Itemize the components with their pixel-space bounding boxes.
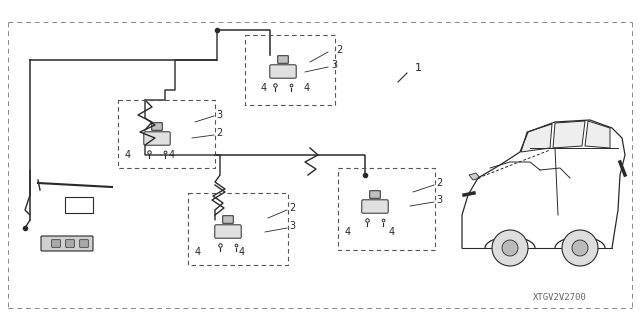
Circle shape (572, 240, 588, 256)
FancyBboxPatch shape (144, 132, 170, 145)
FancyBboxPatch shape (215, 225, 241, 238)
FancyBboxPatch shape (80, 240, 88, 247)
Text: 4: 4 (169, 150, 175, 160)
Polygon shape (469, 173, 480, 180)
FancyBboxPatch shape (52, 240, 60, 247)
Text: 4: 4 (125, 150, 131, 160)
Text: 4: 4 (345, 227, 351, 237)
Text: 4: 4 (195, 247, 201, 257)
Text: 1: 1 (415, 63, 422, 73)
FancyBboxPatch shape (270, 65, 296, 78)
Circle shape (492, 230, 528, 266)
Polygon shape (521, 124, 552, 152)
Text: 3: 3 (331, 60, 337, 70)
Text: 3: 3 (216, 110, 222, 120)
Circle shape (502, 240, 518, 256)
Text: 3: 3 (289, 221, 295, 231)
FancyBboxPatch shape (223, 216, 234, 223)
Text: 2: 2 (336, 45, 342, 55)
Text: 4: 4 (304, 83, 310, 93)
Text: 2: 2 (289, 203, 295, 213)
Text: 2: 2 (436, 178, 442, 188)
Text: XTGV2V2700: XTGV2V2700 (533, 293, 587, 302)
FancyBboxPatch shape (370, 191, 380, 198)
Text: 2: 2 (216, 128, 222, 138)
FancyBboxPatch shape (362, 200, 388, 213)
Text: 3: 3 (436, 195, 442, 205)
FancyBboxPatch shape (66, 240, 74, 247)
Text: 4: 4 (389, 227, 395, 237)
FancyBboxPatch shape (41, 236, 93, 251)
FancyBboxPatch shape (152, 123, 163, 130)
Circle shape (562, 230, 598, 266)
Text: 4: 4 (239, 247, 245, 257)
FancyBboxPatch shape (278, 56, 288, 63)
Text: 4: 4 (261, 83, 267, 93)
Polygon shape (553, 121, 585, 148)
Polygon shape (585, 121, 610, 148)
